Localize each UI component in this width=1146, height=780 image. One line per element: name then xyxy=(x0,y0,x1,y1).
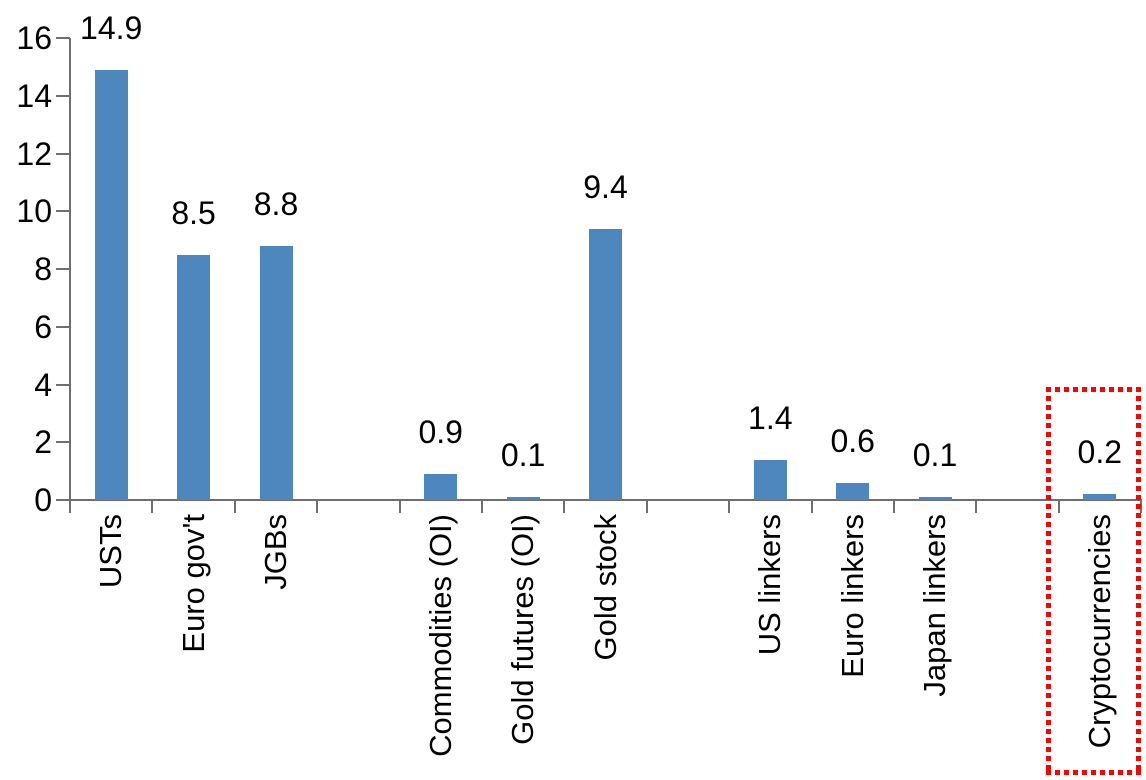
y-tick-label: 8 xyxy=(34,251,52,287)
highlight-box-right-edge xyxy=(1136,387,1142,775)
y-tick-label: 4 xyxy=(34,366,52,403)
x-axis-tick xyxy=(1057,500,1060,513)
y-axis-tick xyxy=(56,152,70,155)
value-label: 0.1 xyxy=(912,437,958,474)
bar-gold-futures-oi- xyxy=(506,497,540,500)
x-axis-tick xyxy=(810,500,813,513)
value-label: 0.1 xyxy=(500,437,546,474)
x-axis-tick xyxy=(69,500,71,513)
y-axis-tick xyxy=(56,94,70,97)
value-label: 0.6 xyxy=(830,422,875,459)
highlight-box-left-edge xyxy=(1046,387,1052,775)
x-axis-tick xyxy=(480,500,483,513)
x-axis-tick xyxy=(975,500,978,513)
category-label: Commodities (OI) xyxy=(422,514,458,757)
x-axis-tick xyxy=(398,500,401,513)
y-tick-label: 6 xyxy=(34,308,52,345)
y-axis-tick xyxy=(56,383,70,386)
x-axis-tick xyxy=(892,500,895,513)
category-label: Euro gov't xyxy=(175,514,211,653)
category-label: US linkers xyxy=(752,514,788,656)
y-tick-label: 0 xyxy=(34,482,52,518)
y-axis-tick xyxy=(56,37,70,39)
category-label: Japan linkers xyxy=(917,514,952,697)
bar-usts xyxy=(94,69,128,500)
value-label: 1.4 xyxy=(748,399,793,436)
value-label: 0.9 xyxy=(418,414,463,450)
x-axis-tick xyxy=(728,500,731,513)
bar-japan-linkers xyxy=(918,497,952,500)
y-axis-tick xyxy=(56,499,70,501)
bar-jgbs xyxy=(259,245,293,500)
category-label: Euro linkers xyxy=(834,514,870,678)
x-axis-tick xyxy=(233,500,236,513)
bar-gold-stock xyxy=(589,228,622,500)
y-tick-label: 10 xyxy=(16,193,52,230)
bar-commodities-oi- xyxy=(424,474,458,500)
y-axis-tick xyxy=(56,268,70,270)
y-tick-label: 12 xyxy=(16,135,52,172)
x-axis-tick xyxy=(151,500,154,513)
x-axis-line xyxy=(69,499,1142,501)
value-label: 9.4 xyxy=(583,168,628,205)
y-axis-tick xyxy=(56,441,70,444)
highlight-box xyxy=(1046,387,1142,775)
category-label: USTs xyxy=(93,514,129,589)
bar-us-linkers xyxy=(753,459,787,500)
category-label: JGBs xyxy=(258,514,293,590)
value-label: 8.8 xyxy=(253,185,299,222)
x-axis-tick xyxy=(316,500,319,513)
value-label: 8.5 xyxy=(171,194,216,231)
bar-cryptocurrencies xyxy=(1083,494,1117,500)
y-tick-label: 16 xyxy=(16,20,52,56)
x-axis-tick xyxy=(563,500,566,513)
category-label: Gold stock xyxy=(587,514,623,661)
bar-euro-linkers xyxy=(836,482,870,500)
category-label: Gold futures (OI) xyxy=(505,514,541,745)
value-label: 0.2 xyxy=(1077,434,1123,471)
y-axis-line xyxy=(69,38,71,501)
y-axis-tick xyxy=(56,210,70,213)
x-axis-tick xyxy=(645,500,648,513)
y-axis-tick xyxy=(56,325,70,328)
y-tick-label: 14 xyxy=(16,77,52,114)
bar-euro-gov-t xyxy=(177,254,211,500)
highlight-box-bottom-edge xyxy=(1046,770,1142,775)
highlight-box-top-edge xyxy=(1046,387,1142,392)
value-label: 14.9 xyxy=(80,9,143,46)
y-tick-label: 2 xyxy=(34,424,52,461)
